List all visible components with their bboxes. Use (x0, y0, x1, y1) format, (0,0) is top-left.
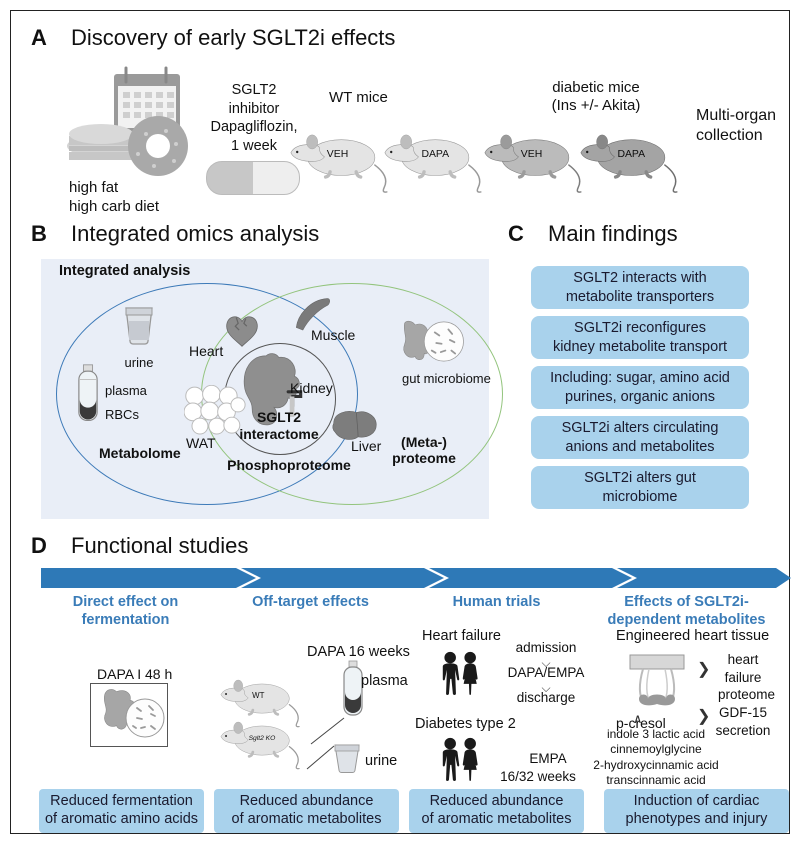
svg-text:WT: WT (252, 691, 264, 700)
svg-text:DAPA: DAPA (421, 149, 449, 160)
svg-text:VEH: VEH (327, 149, 348, 160)
svg-text:DAPA: DAPA (617, 149, 645, 160)
svg-text:Sglt2 KO: Sglt2 KO (249, 735, 277, 742)
svg-text:VEH: VEH (521, 149, 542, 160)
